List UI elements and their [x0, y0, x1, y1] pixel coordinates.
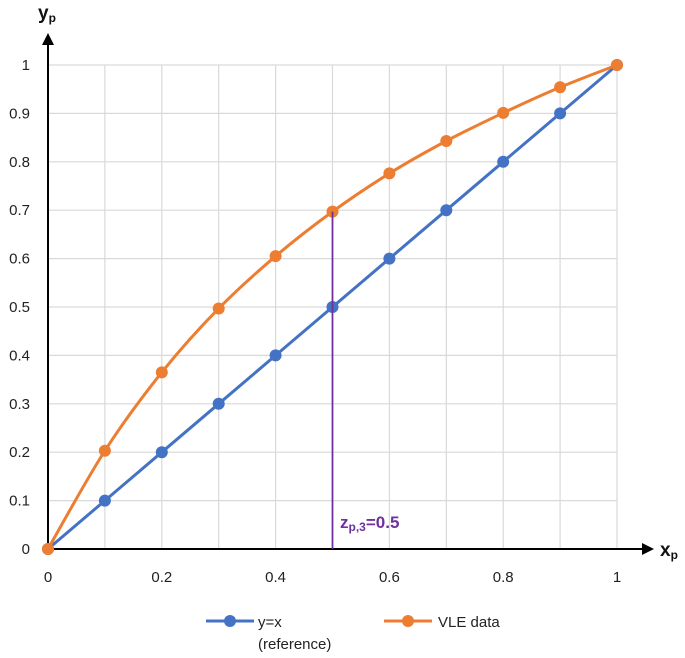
legend-item-vle: VLE data	[384, 614, 500, 631]
x-tick-labels: 0 0.2 0.4 0.6 0.8 1	[44, 569, 621, 586]
data-point-reference	[98, 494, 111, 507]
data-point-vle	[383, 167, 396, 180]
y-tick-labels: 0 0.1 0.2 0.3 0.4 0.5 0.6 0.7 0.8 0.9 1	[9, 57, 30, 558]
data-point-vle	[497, 106, 510, 119]
data-point-vle	[212, 302, 225, 315]
legend-marker-vle	[402, 615, 414, 627]
y-axis-label-sub: p	[49, 11, 56, 25]
x-axis-label: xp	[660, 540, 678, 562]
y-axis-label: yp	[38, 3, 56, 25]
data-point-reference	[440, 204, 453, 217]
y-tick-label: 0.5	[9, 299, 30, 316]
x-tick-label: 1	[613, 569, 621, 586]
x-tick-label: 0	[44, 569, 52, 586]
annotation-label-main: z	[340, 513, 349, 532]
x-tick-label: 0.6	[379, 569, 400, 586]
annotation-label-value: =0.5	[366, 513, 400, 532]
x-axis-label-sub: p	[671, 548, 678, 562]
legend-label-reference-line2: (reference)	[258, 636, 331, 653]
data-point-vle	[98, 444, 111, 457]
data-point-vle	[269, 250, 282, 263]
x-tick-label: 0.2	[151, 569, 172, 586]
data-point-reference	[497, 155, 510, 168]
data-point-vle	[155, 366, 168, 379]
y-tick-label: 0.8	[9, 154, 30, 171]
data-point-vle	[611, 59, 623, 71]
legend-label-reference: y=x	[258, 614, 282, 631]
y-tick-label: 0.9	[9, 105, 30, 122]
data-point-vle	[42, 543, 54, 555]
data-point-reference	[554, 107, 567, 120]
y-tick-label: 0	[22, 541, 30, 558]
y-axis-arrow	[42, 33, 54, 45]
y-tick-label: 0.3	[9, 396, 30, 413]
y-tick-label: 0.1	[9, 493, 30, 510]
y-tick-label: 0.6	[9, 251, 30, 268]
y-axis-label-main: y	[38, 3, 49, 24]
data-point-reference	[155, 446, 168, 459]
data-point-vle	[554, 81, 567, 94]
data-point-vle	[440, 134, 453, 147]
y-tick-label: 0.2	[9, 444, 30, 461]
legend-label-vle: VLE data	[438, 614, 500, 631]
x-axis-arrow	[642, 543, 654, 555]
annotation-group: zp,3=0.5	[331, 211, 399, 549]
annotation-label-sub: p,3	[349, 520, 367, 534]
x-tick-label: 0.8	[493, 569, 514, 586]
annotation-label: zp,3=0.5	[340, 513, 399, 534]
data-point-reference	[383, 252, 396, 265]
legend-marker-reference	[224, 615, 236, 627]
x-tick-label: 0.4	[265, 569, 286, 586]
axes	[42, 33, 654, 555]
y-tick-label: 0.4	[9, 347, 30, 364]
legend-item-reference: y=x (reference)	[206, 614, 331, 653]
data-point-reference	[212, 397, 225, 410]
y-tick-label: 0.7	[9, 202, 30, 219]
data-point-reference	[269, 349, 282, 362]
y-tick-label: 1	[22, 57, 30, 74]
legend: y=x (reference) VLE data	[206, 614, 500, 653]
x-axis-label-main: x	[660, 540, 671, 561]
